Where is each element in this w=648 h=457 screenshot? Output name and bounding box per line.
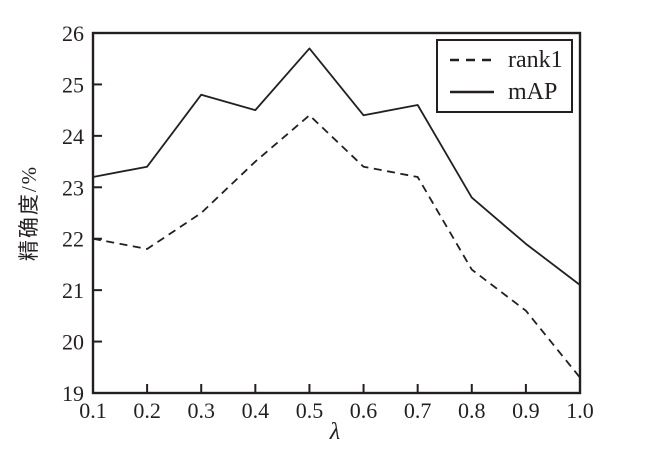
series-mAP-line (92, 47, 581, 286)
legend-item-map: mAP (449, 80, 571, 104)
y-tick-label: 21 (62, 278, 84, 303)
legend-label-map: mAP (508, 78, 558, 105)
y-tick-label: 26 (62, 21, 84, 46)
x-tick-label: 0.3 (187, 398, 215, 423)
plot-frame (91, 31, 582, 395)
y-tick-label: 23 (62, 175, 84, 200)
y-tick-label: 20 (62, 330, 84, 355)
x-tick-label: 0.8 (458, 398, 486, 423)
y-axis-title: 精确度/% (17, 164, 41, 262)
x-tick-label: 0.6 (350, 398, 378, 423)
dashed-line-sample (450, 59, 494, 62)
x-tick-label: 0.4 (242, 398, 270, 423)
y-tick-label: 25 (62, 72, 84, 97)
series-rank1-line (92, 114, 581, 379)
x-axis-title: λ (329, 419, 341, 445)
y-tick-label: 22 (62, 227, 84, 252)
x-tick-label: 1.0 (566, 398, 594, 423)
x-tick-label: 0.1 (79, 398, 107, 423)
legend-item-rank1: rank1 (449, 48, 571, 72)
y-tick-label: 19 (62, 381, 84, 406)
solid-line-sample (450, 90, 494, 93)
x-tick-label: 0.5 (296, 398, 324, 423)
x-tick-label: 0.9 (512, 398, 540, 423)
legend-label-rank1: rank1 (508, 47, 563, 74)
x-tick-label: 0.2 (133, 398, 161, 423)
legend: rank1 mAP (436, 39, 573, 113)
y-tick-label: 24 (62, 124, 84, 149)
x-tick-label: 0.7 (404, 398, 432, 423)
